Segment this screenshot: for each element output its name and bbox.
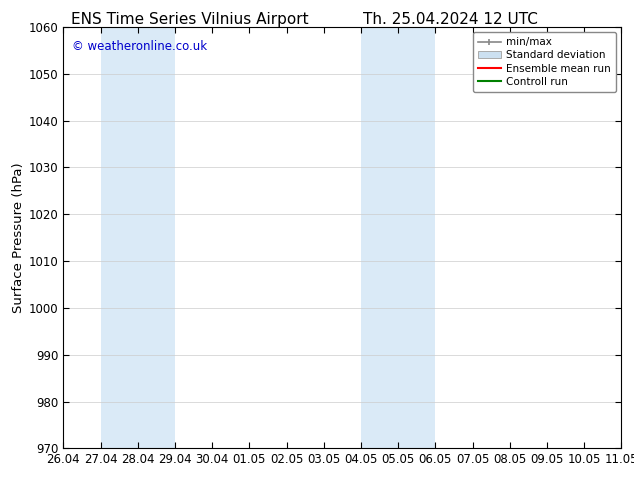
Text: Th. 25.04.2024 12 UTC: Th. 25.04.2024 12 UTC — [363, 12, 538, 27]
Text: ENS Time Series Vilnius Airport: ENS Time Series Vilnius Airport — [72, 12, 309, 27]
Bar — [621, 27, 634, 448]
Text: © weatheronline.co.uk: © weatheronline.co.uk — [72, 40, 207, 52]
Y-axis label: Surface Pressure (hPa): Surface Pressure (hPa) — [11, 162, 25, 313]
Bar — [101, 27, 175, 448]
Bar — [361, 27, 436, 448]
Legend: min/max, Standard deviation, Ensemble mean run, Controll run: min/max, Standard deviation, Ensemble me… — [473, 32, 616, 92]
